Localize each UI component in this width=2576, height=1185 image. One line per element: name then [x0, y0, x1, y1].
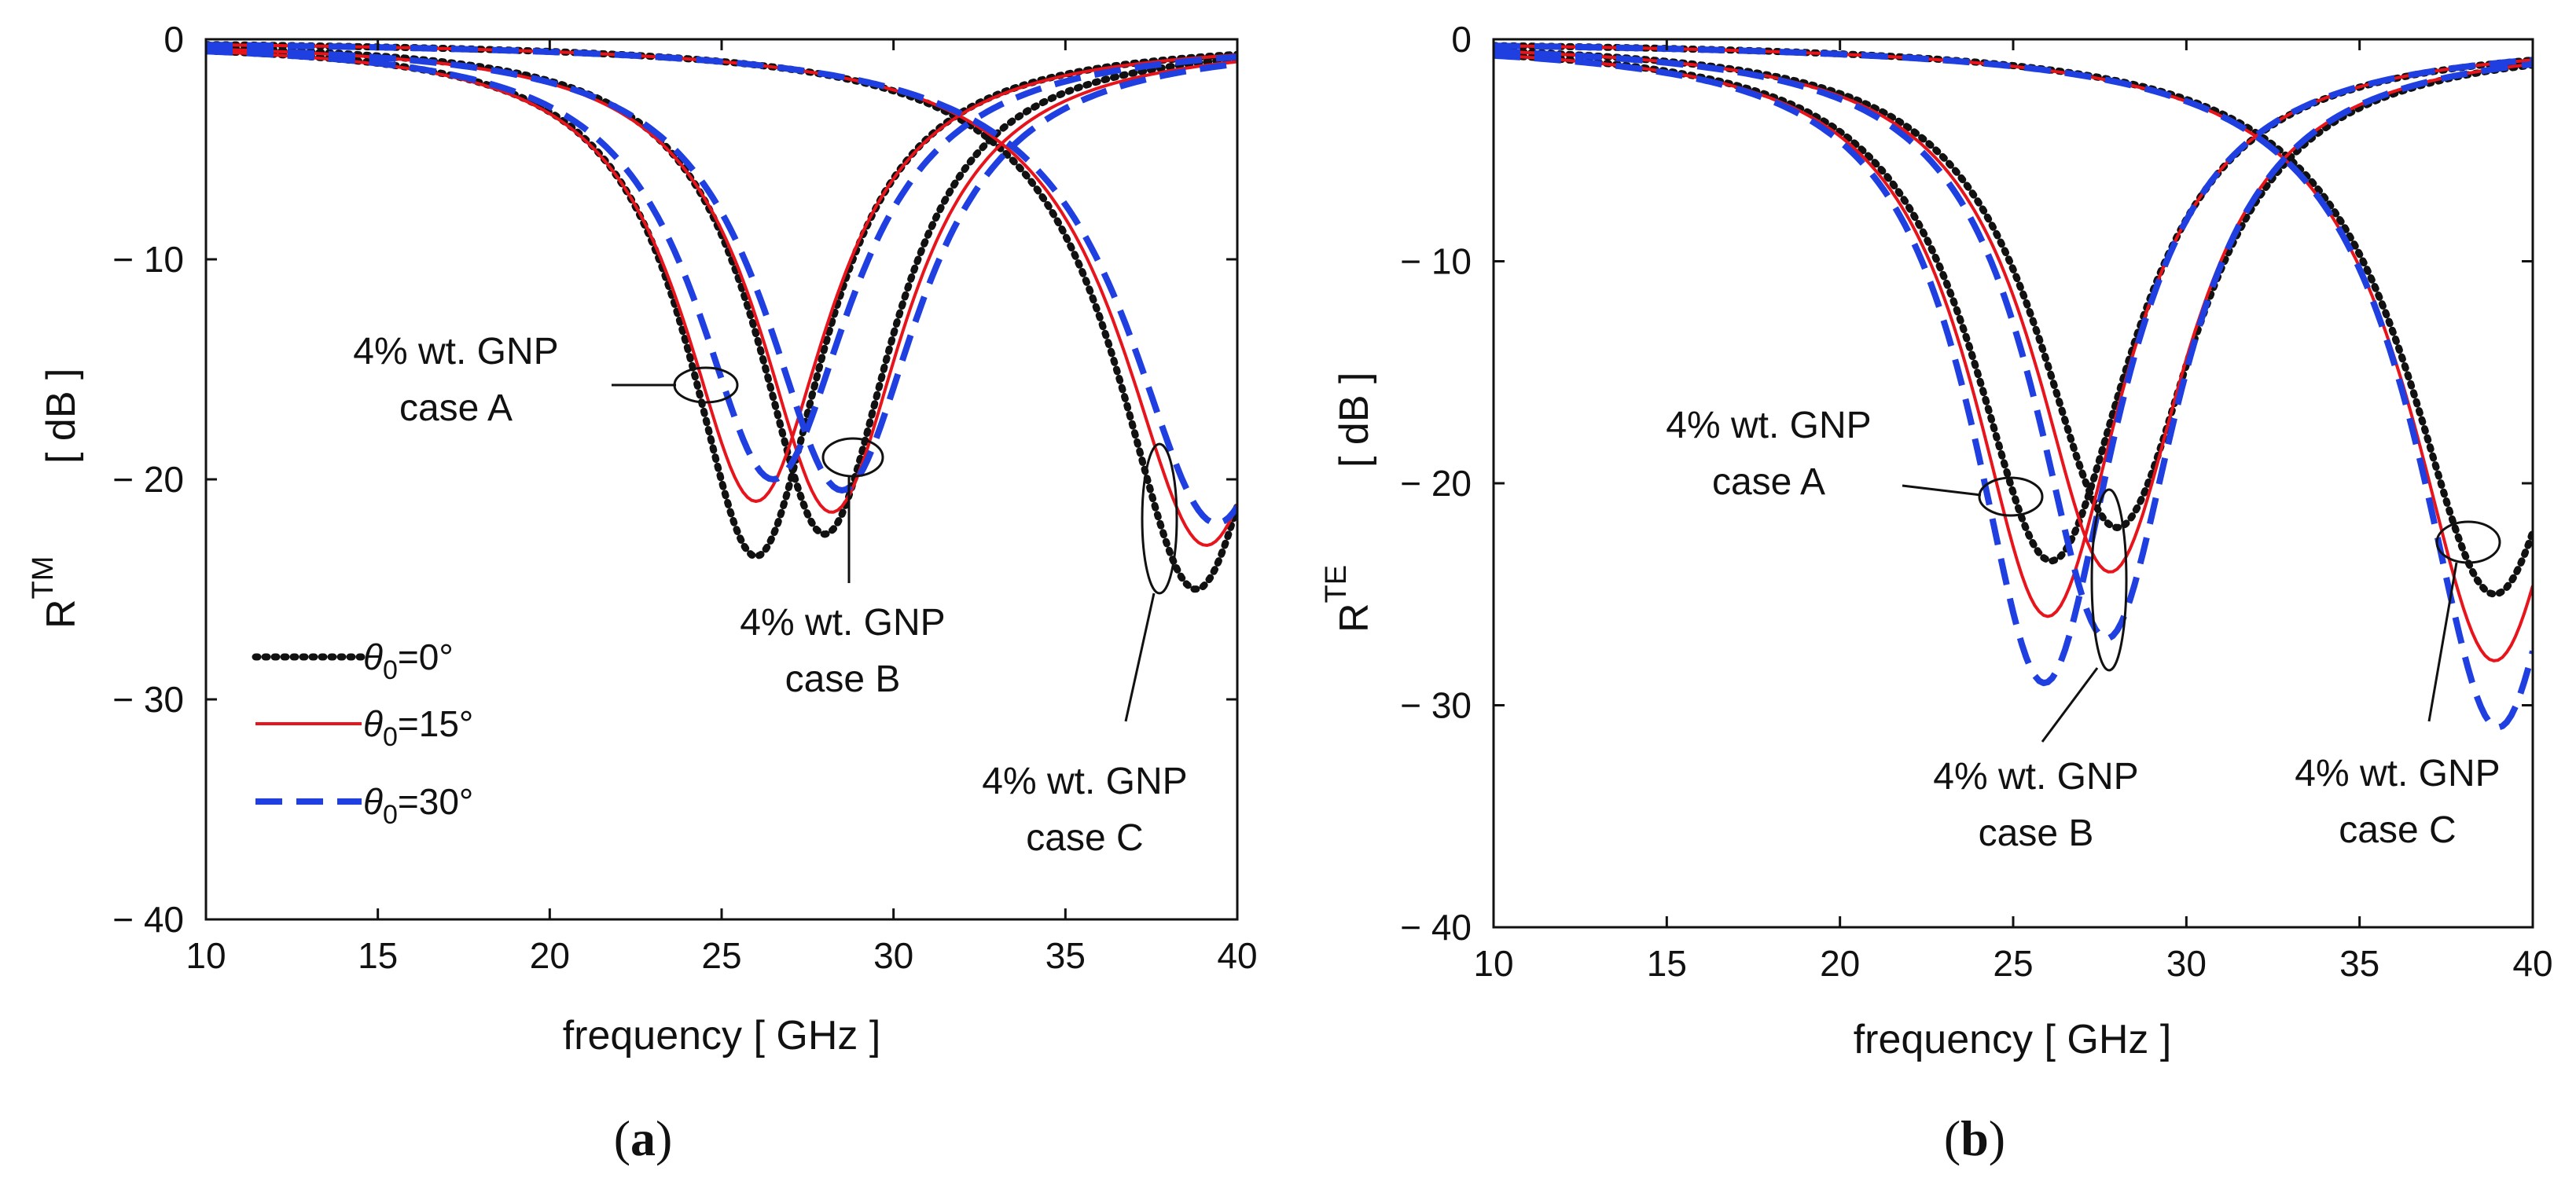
annot-a-case-c-line1: 4% wt. GNP [982, 761, 1187, 802]
panel-a-ylabel-main: R [39, 599, 84, 629]
annot-a-case-a-line1: 4% wt. GNP [353, 331, 558, 372]
panel-a-ytick-label: − 30 [112, 679, 184, 720]
annot-b-case-c-line2: case C [2339, 809, 2456, 851]
panel-a-annotation-case-c: 4% wt. GNP case C [982, 442, 1188, 859]
panel-b-label-letter: b [1960, 1110, 1989, 1166]
panel-b: 10 15 20 25 30 35 40 0 − 10 − 20 − 30 − 40 RTE [ dB… [1320, 19, 2553, 1166]
panel-b-annotation-case-a: 4% wt. GNP case A [1666, 405, 2044, 517]
legend-entry-theta-30: θ0=30° [255, 781, 473, 830]
panel-a-label-open: ( [614, 1110, 630, 1166]
panel-b-curve-theta0-30-case-a [1494, 52, 2533, 687]
svg-text:RTE: RTE [1320, 565, 1377, 633]
annot-b-case-c-line1: 4% wt. GNP [2295, 753, 2500, 794]
annot-b-case-b-line2: case B [1979, 813, 2094, 854]
legend-entry-theta-0: θ0=0° [252, 637, 454, 685]
panel-b-ytick-label: 0 [1451, 19, 1472, 60]
panel-b-xtick-label: 25 [1993, 943, 2033, 984]
panel-b-ytick-label: − 30 [1400, 685, 1472, 726]
panel-b-ylabel-super: TE [1320, 565, 1353, 604]
annot-b-case-b-line1: 4% wt. GNP [1933, 756, 2138, 798]
annot-a-case-b-line2: case B [785, 659, 901, 700]
panel-a-curve-theta0-30-case-b [206, 46, 1237, 493]
legend-0-value: =0° [398, 637, 454, 677]
panel-a-xtick-label: 15 [358, 935, 398, 976]
panel-a-xtick-label: 20 [530, 935, 570, 976]
annot-b-case-a-line2: case A [1712, 461, 1825, 503]
annot-b-case-a-line1: 4% wt. GNP [1666, 405, 1871, 446]
panel-a-legend: θ0=0° θ0=15° θ0=30° [252, 637, 473, 830]
svg-text:θ0=0°: θ0=0° [363, 637, 454, 685]
panel-b-xtick-label: 30 [2166, 943, 2207, 984]
annot-a-case-b-line1: 4% wt. GNP [740, 602, 945, 644]
panel-a-xtick-label: 25 [701, 935, 741, 976]
legend-0-symbol: θ [363, 637, 383, 677]
panel-a-ytick-label: − 20 [112, 459, 184, 500]
panel-b-xtick-label: 20 [1820, 943, 1860, 984]
panel-a-label: (a) [614, 1110, 673, 1166]
annot-a-case-a-line2: case A [399, 387, 513, 429]
panel-a-x-axis-title: frequency [ GHz ] [563, 1013, 881, 1058]
panel-a-ytick-label: − 10 [112, 239, 184, 280]
panel-b-ytick-label: − 40 [1400, 907, 1472, 948]
panel-b-label: (b) [1944, 1110, 2005, 1166]
panel-b-label-close: ) [1989, 1110, 2005, 1166]
svg-text:RTM: RTM [27, 556, 84, 629]
panel-a-label-close: ) [656, 1110, 672, 1166]
panel-a-ytick-label: 0 [164, 19, 184, 60]
panel-b-ylabel-main: R [1332, 603, 1377, 633]
legend-2-symbol: θ [363, 781, 383, 822]
panel-a-annotation-case-a: 4% wt. GNP case A [353, 331, 739, 429]
panel-a-y-axis-title: RTM [ dB ] [27, 369, 84, 629]
panel-b-ylabel-unit: [ dB ] [1332, 372, 1377, 468]
panel-a-label-letter: a [630, 1110, 656, 1166]
panel-a-xtick-label: 40 [1217, 935, 1257, 976]
legend-2-value: =30° [398, 781, 473, 822]
panel-a-ylabel-unit: [ dB ] [39, 369, 84, 464]
legend-1-value: =15° [398, 703, 473, 744]
panel-b-ytick-label: − 10 [1400, 241, 1472, 282]
svg-text:θ0=15°: θ0=15° [363, 703, 473, 752]
panel-b-xtick-label: 40 [2512, 943, 2552, 984]
panel-b-xtick-label: 15 [1647, 943, 1687, 984]
legend-2-sub: 0 [383, 800, 398, 830]
legend-0-sub: 0 [383, 655, 398, 685]
svg-text:θ0=30°: θ0=30° [363, 781, 473, 830]
panel-b-y-axis-title: RTE [ dB ] [1320, 372, 1377, 633]
panel-b-annotation-case-b: 4% wt. GNP case B [1933, 488, 2139, 854]
legend-entry-theta-15: θ0=15° [255, 703, 473, 752]
panel-b-ytick-label: − 20 [1400, 463, 1472, 504]
panel-a-curve-theta0-30-case-a [206, 48, 1237, 482]
panel-a-ytick-label: − 40 [112, 899, 184, 940]
panel-b-label-open: ( [1944, 1110, 1960, 1166]
panel-a-xtick-label: 30 [873, 935, 913, 976]
panel-b-ticks: 10 15 20 25 30 35 40 0 − 10 − 20 − 30 − 40 [1400, 19, 2552, 984]
panel-b-annotation-case-c: 4% wt. GNP case C [2295, 520, 2501, 851]
panel-a-ylabel-super: TM [27, 556, 60, 600]
panel-a-xtick-label: 10 [186, 935, 226, 976]
panel-b-xtick-label: 35 [2339, 943, 2379, 984]
legend-1-symbol: θ [363, 703, 383, 744]
panel-b-x-axis-title: frequency [ GHz ] [1854, 1017, 2172, 1062]
panel-b-xtick-label: 10 [1473, 943, 1513, 984]
panel-a-annotation-case-b: 4% wt. GNP case B [740, 437, 946, 700]
panel-b-curve-theta0-30-case-b [1494, 48, 2533, 642]
legend-1-sub: 0 [383, 722, 398, 752]
panel-a-ticks: 10 15 20 25 30 35 40 0 − 10 − 20 − 30 − 40 [112, 19, 1257, 976]
panel-a-xtick-label: 35 [1045, 935, 1086, 976]
panel-a: 10 15 20 25 30 35 40 0 − 10 − 20 − 30 − 40 RTM [ dB… [27, 19, 1258, 1166]
annot-a-case-c-line2: case C [1026, 817, 1143, 859]
